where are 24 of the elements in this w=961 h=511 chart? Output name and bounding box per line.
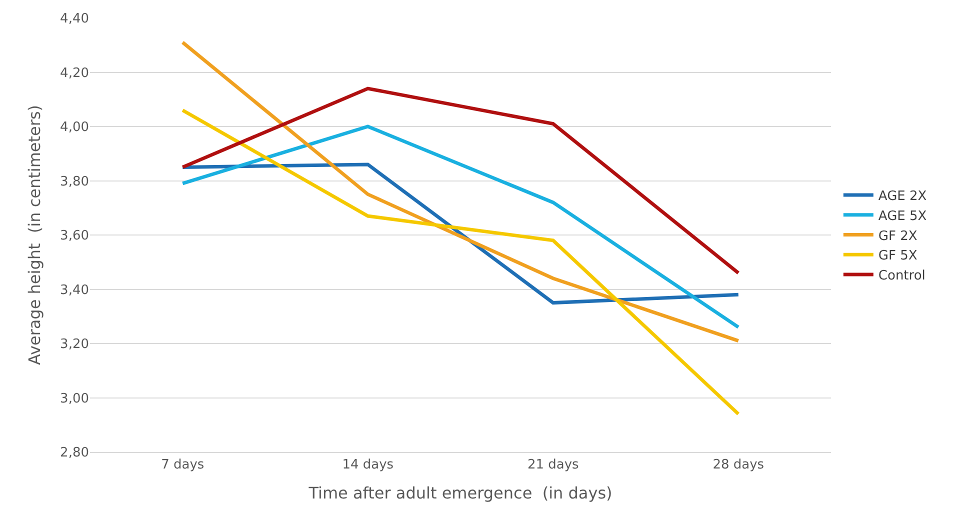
- legend-label: AGE 2X: [878, 189, 927, 204]
- y-tick-label: 4,00: [60, 120, 89, 136]
- x-tick-label: 21 days: [527, 458, 580, 473]
- legend-label: GF 5X: [878, 248, 918, 264]
- line-series: [180, 40, 740, 343]
- x-tick-label: 7 days: [161, 458, 204, 473]
- line-series: [180, 124, 740, 329]
- y-tick-label: 3,00: [60, 391, 89, 406]
- legend-label: Control: [878, 268, 926, 284]
- y-tick-label: 3,20: [60, 337, 89, 352]
- line-series: [180, 86, 740, 275]
- y-tick-label: 4,40: [60, 12, 89, 27]
- x-tick-label: 14 days: [342, 458, 394, 473]
- legend-label: AGE 5X: [878, 208, 927, 224]
- x-axis-title: Time after adult emergence (in days): [308, 483, 612, 502]
- y-tick-label: 4,20: [60, 66, 89, 81]
- legend-label: GF 2X: [878, 228, 918, 244]
- y-tick-label: 2,80: [60, 446, 89, 461]
- line-series: [180, 108, 740, 416]
- y-tick-label: 3,60: [60, 228, 89, 244]
- y-axis-title: Average height (in centimeters): [24, 104, 44, 366]
- y-tick-label: 3,40: [60, 282, 89, 298]
- x-tick-label: 28 days: [712, 458, 764, 473]
- y-tick-label: 3,80: [60, 174, 89, 190]
